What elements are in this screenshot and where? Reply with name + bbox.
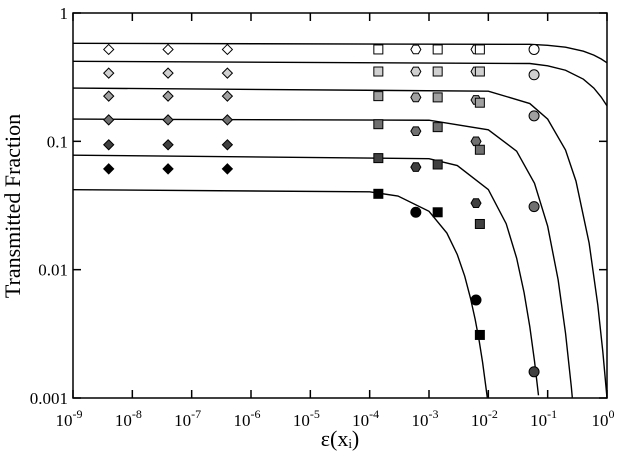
x-tick-exponent: -4 xyxy=(369,407,379,421)
marker-diamond xyxy=(162,163,174,175)
marker-hexagon xyxy=(410,162,422,172)
x-tick-label: 100 xyxy=(592,407,615,430)
y-tick-label: 0.1 xyxy=(47,132,68,151)
x-tick-exponent: -8 xyxy=(132,407,142,421)
x-tick-exponent: -6 xyxy=(251,407,261,421)
marker-circle xyxy=(410,206,422,218)
fit-line xyxy=(73,154,540,396)
marker-diamond xyxy=(103,114,115,126)
marker-diamond xyxy=(162,114,174,126)
marker-square xyxy=(373,153,384,164)
x-tick-label: 10-8 xyxy=(115,407,142,430)
x-tick-base: 10 xyxy=(174,411,191,430)
marker-hexagon xyxy=(410,126,422,136)
x-tick-base: 10 xyxy=(56,411,73,430)
marker-hexagon xyxy=(470,198,482,208)
y-tick-label: 0.001 xyxy=(30,389,68,408)
marker-circle xyxy=(528,201,540,213)
fit-line xyxy=(73,118,573,398)
x-tick-base: 10 xyxy=(352,411,369,430)
marker-square xyxy=(373,119,384,130)
marker-square xyxy=(432,92,443,103)
marker-diamond xyxy=(221,163,234,175)
x-axis-label: ε(xᵢ) xyxy=(321,426,360,451)
marker-circle xyxy=(528,43,540,55)
marker-diamond xyxy=(221,67,234,79)
points xyxy=(103,43,540,378)
marker-circle xyxy=(528,69,540,81)
marker-diamond xyxy=(103,67,115,79)
marker-diamond xyxy=(162,139,174,151)
marker-diamond xyxy=(221,43,234,56)
marker-hexagon xyxy=(410,92,422,103)
x-tick-base: 10 xyxy=(412,411,429,430)
marker-circle xyxy=(528,366,540,378)
x-tick-label: 10-3 xyxy=(412,407,439,430)
marker-square xyxy=(432,122,443,133)
marker-diamond xyxy=(221,114,234,126)
x-tick-base: 10 xyxy=(530,411,547,430)
marker-diamond xyxy=(162,90,174,102)
x-tick-exponent: -2 xyxy=(488,407,498,421)
marker-diamond xyxy=(103,139,115,151)
marker-square xyxy=(474,66,485,77)
x-tick-exponent: 0 xyxy=(609,407,615,421)
x-tick-base: 10 xyxy=(592,411,609,430)
x-tick-base: 10 xyxy=(471,411,488,430)
marker-diamond xyxy=(162,43,174,56)
marker-square xyxy=(474,218,485,229)
y-axis-label: Transmitted Fraction xyxy=(0,114,25,298)
marker-square xyxy=(373,91,384,102)
marker-hexagon xyxy=(410,66,422,77)
fit-lines xyxy=(73,42,607,398)
marker-square xyxy=(373,188,384,199)
marker-square xyxy=(432,44,443,55)
x-tick-exponent: -5 xyxy=(310,407,320,421)
marker-diamond xyxy=(162,67,174,79)
x-tick-label: 10-1 xyxy=(530,407,557,430)
marker-diamond xyxy=(103,43,115,56)
x-tick-exponent: -1 xyxy=(547,407,557,421)
x-tick-exponent: -9 xyxy=(73,407,83,421)
y-tick-label: 0.01 xyxy=(38,261,68,280)
fit-line xyxy=(73,188,488,398)
marker-diamond xyxy=(103,90,115,102)
marker-square xyxy=(373,44,384,55)
x-tick-label: 10-4 xyxy=(352,407,379,430)
x-tick-label: 10-6 xyxy=(234,407,261,430)
marker-square xyxy=(373,66,384,77)
marker-hexagon xyxy=(410,44,422,55)
x-tick-label: 10-7 xyxy=(174,407,201,430)
marker-square xyxy=(474,44,485,55)
fit-line xyxy=(73,42,607,64)
x-tick-base: 10 xyxy=(234,411,251,430)
x-tick-label: 10-9 xyxy=(56,407,83,430)
y-tick-label: 1 xyxy=(60,4,69,23)
marker-square xyxy=(432,207,443,218)
marker-square xyxy=(432,159,443,170)
plot-frame xyxy=(72,12,608,399)
x-tick-label: 10-5 xyxy=(293,407,320,430)
marker-diamond xyxy=(221,139,234,151)
marker-diamond xyxy=(103,163,115,175)
marker-square xyxy=(474,329,485,340)
x-tick-exponent: -3 xyxy=(429,407,439,421)
marker-square xyxy=(474,144,485,155)
marker-circle xyxy=(470,294,482,306)
fit-line xyxy=(73,87,607,398)
marker-square xyxy=(432,66,443,77)
marker-square xyxy=(474,97,485,108)
fit-line xyxy=(73,60,607,107)
marker-circle xyxy=(528,110,540,122)
x-tick-base: 10 xyxy=(115,411,132,430)
marker-hexagon xyxy=(470,136,482,147)
x-tick-label: 10-2 xyxy=(471,407,498,430)
marker-diamond xyxy=(221,90,234,102)
x-tick-base: 10 xyxy=(293,411,310,430)
x-tick-exponent: -7 xyxy=(191,407,201,421)
